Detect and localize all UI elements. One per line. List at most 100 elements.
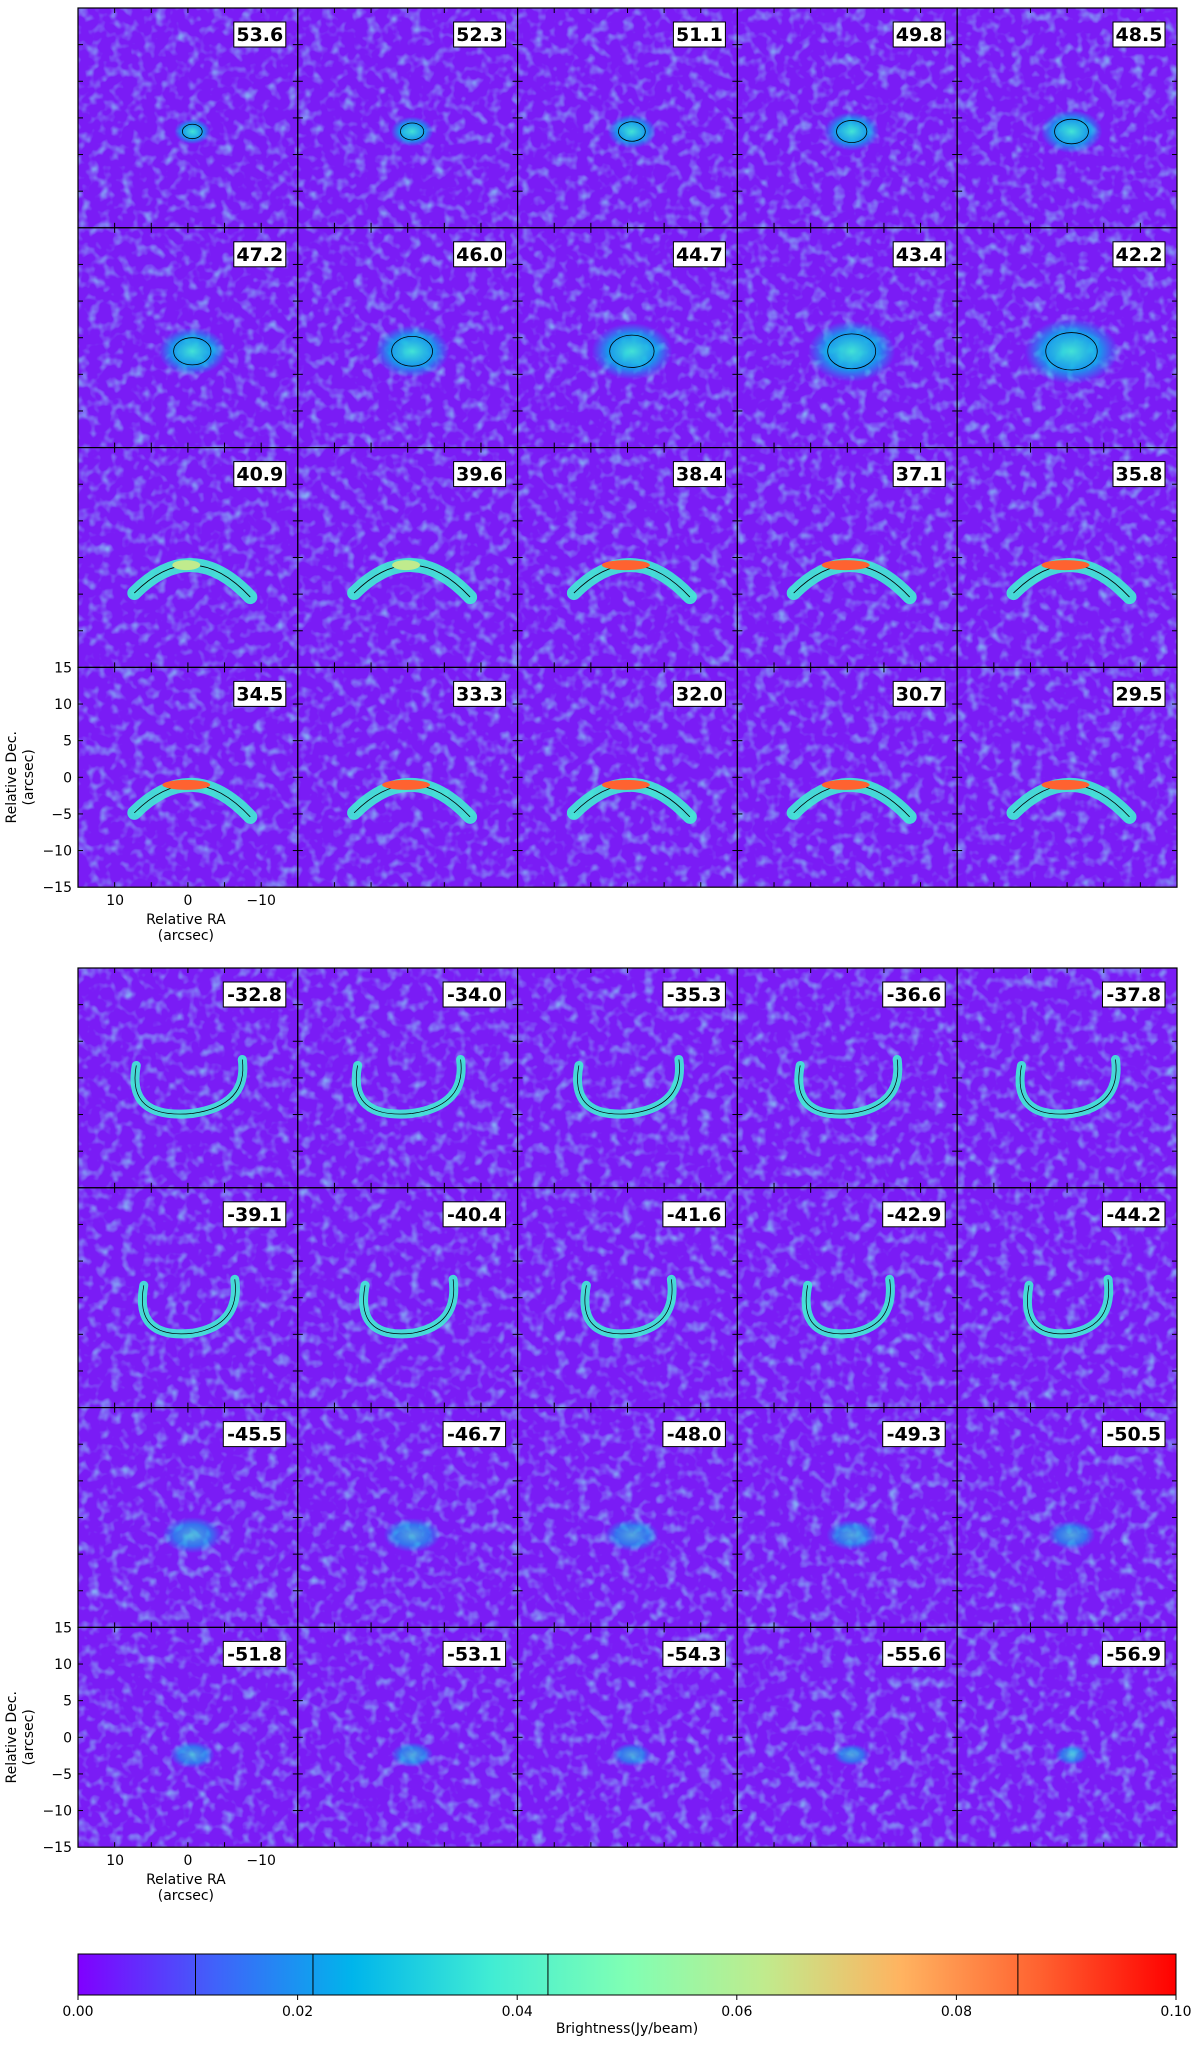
contour: [609, 334, 655, 368]
channel-panel: 38.4: [516, 447, 738, 669]
velocity-label: -53.1: [447, 1643, 502, 1665]
channel-panel: 30.7: [736, 666, 958, 888]
velocity-label-box: [662, 1201, 726, 1228]
velocity-label-box: [892, 241, 946, 268]
velocity-label-box: [892, 680, 946, 707]
velocity-label-box: [1112, 21, 1166, 48]
velocity-label: -36.6: [887, 984, 942, 1006]
emission-blob: [158, 327, 227, 376]
velocity-label: -55.6: [887, 1643, 942, 1665]
emission-peak: [821, 779, 870, 790]
velocity-label: 29.5: [1116, 683, 1163, 705]
velocity-label: 33.3: [456, 683, 503, 705]
emission-blob: [1054, 1744, 1088, 1765]
velocity-label: 51.1: [676, 24, 723, 46]
y-axis-label: Relative Dec.: [4, 1691, 20, 1783]
emission-peak: [392, 560, 421, 571]
velocity-label-box: [222, 1201, 287, 1228]
y-tick-label: 5: [63, 734, 72, 750]
velocity-label: 49.8: [896, 24, 943, 46]
emission-blob: [607, 114, 657, 149]
y-tick-label: 10: [54, 697, 72, 713]
y-tick-label: 0: [63, 1730, 72, 1746]
channel-panel: 29.5: [956, 666, 1178, 888]
velocity-label-box: [453, 21, 507, 48]
channel-panel: -50.5: [956, 1406, 1178, 1628]
velocity-label: 47.2: [236, 244, 283, 266]
x-tick-label: 10: [106, 1853, 124, 1869]
channel-panel: 34.5: [77, 666, 299, 888]
emission-blob: [604, 1518, 659, 1552]
y-axis-label: (arcsec): [21, 749, 37, 805]
contour: [618, 121, 646, 142]
emission-peak: [601, 560, 650, 571]
channel-panel: 49.8: [736, 7, 958, 229]
velocity-label-box: [882, 981, 946, 1008]
contour: [363, 1279, 455, 1335]
emission-blob: [808, 320, 896, 382]
y-tick-label: −10: [42, 1804, 72, 1820]
emission-blob: [390, 116, 434, 147]
velocity-label-box: [882, 1421, 946, 1448]
x-tick-label: 0: [183, 1853, 192, 1869]
velocity-label-box: [672, 680, 726, 707]
contour: [173, 337, 212, 366]
channel-panel: -37.8: [956, 967, 1178, 1189]
velocity-label-box: [672, 241, 726, 268]
y-tick-label: −15: [42, 1840, 72, 1856]
velocity-label-box: [672, 461, 726, 488]
velocity-label: 46.0: [456, 244, 503, 266]
channel-panel: -53.1: [297, 1626, 519, 1848]
velocity-label-box: [442, 1201, 507, 1228]
channel-panel: -46.7: [297, 1406, 519, 1628]
velocity-label-box: [222, 981, 287, 1008]
velocity-label: 38.4: [676, 464, 723, 486]
contour: [356, 1059, 462, 1115]
channel-panel: 37.1: [736, 447, 958, 669]
velocity-label: 35.8: [1116, 464, 1163, 486]
colorbar-frame: [77, 1953, 1177, 1996]
emission-blob: [612, 1743, 652, 1767]
velocity-label: 52.3: [456, 24, 503, 46]
y-tick-label: −5: [51, 1767, 72, 1783]
velocity-label: 30.7: [896, 683, 943, 705]
velocity-label: -56.9: [1106, 1643, 1161, 1665]
velocity-label-box: [662, 981, 726, 1008]
emission-peak: [1041, 560, 1090, 571]
velocity-label: -35.3: [667, 984, 722, 1006]
y-tick-label: −10: [42, 844, 72, 860]
emission-blob: [391, 1742, 434, 1768]
velocity-label: -39.1: [227, 1204, 282, 1226]
channel-panel: 52.3: [297, 7, 519, 229]
emission-blob: [833, 1744, 870, 1766]
velocity-label-box: [1112, 241, 1166, 268]
y-tick-label: 10: [54, 1657, 72, 1673]
emission-blob: [1047, 1520, 1096, 1550]
velocity-label-box: [662, 1640, 726, 1667]
emission-blob: [169, 1741, 215, 1769]
channel-panel: -41.6: [516, 1187, 738, 1409]
velocity-label-box: [233, 21, 287, 48]
channel-panel: 43.4: [736, 227, 958, 449]
channel-panel: 40.9: [77, 447, 299, 669]
velocity-label: 43.4: [896, 244, 943, 266]
y-tick-label: −15: [42, 880, 72, 896]
panel-group-2: -32.8 -34.0 -35.3 -36.6 -37.8 -39.1 -40.4 -41.6…: [4, 967, 1178, 1904]
velocity-label-box: [233, 680, 287, 707]
velocity-label-box: [1112, 680, 1166, 707]
velocity-label-box: [442, 1421, 507, 1448]
channel-panel: 44.7: [516, 227, 738, 449]
colorbar-tick-label: 0.04: [502, 2004, 533, 2020]
channel-panel: -35.3: [516, 967, 738, 1189]
contour: [836, 120, 868, 143]
velocity-label-box: [442, 1640, 507, 1667]
y-axis-label: (arcsec): [21, 1709, 37, 1765]
velocity-label-box: [1112, 461, 1166, 488]
velocity-label: 44.7: [676, 244, 723, 266]
contour: [584, 1279, 673, 1335]
channel-panel: 35.8: [956, 447, 1178, 669]
channel-panel: -45.5: [77, 1406, 299, 1628]
velocity-label-box: [1102, 1421, 1166, 1448]
velocity-label-box: [453, 461, 507, 488]
